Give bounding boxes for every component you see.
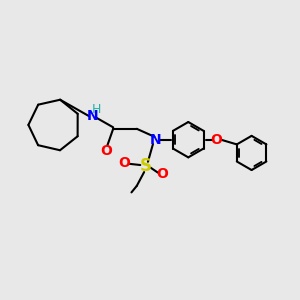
Text: N: N <box>87 109 98 123</box>
Text: H: H <box>92 103 101 116</box>
Text: N: N <box>150 133 162 147</box>
Text: O: O <box>118 156 130 170</box>
Text: S: S <box>140 157 152 175</box>
Text: O: O <box>156 167 168 181</box>
Text: O: O <box>100 144 112 158</box>
Text: O: O <box>210 133 222 147</box>
